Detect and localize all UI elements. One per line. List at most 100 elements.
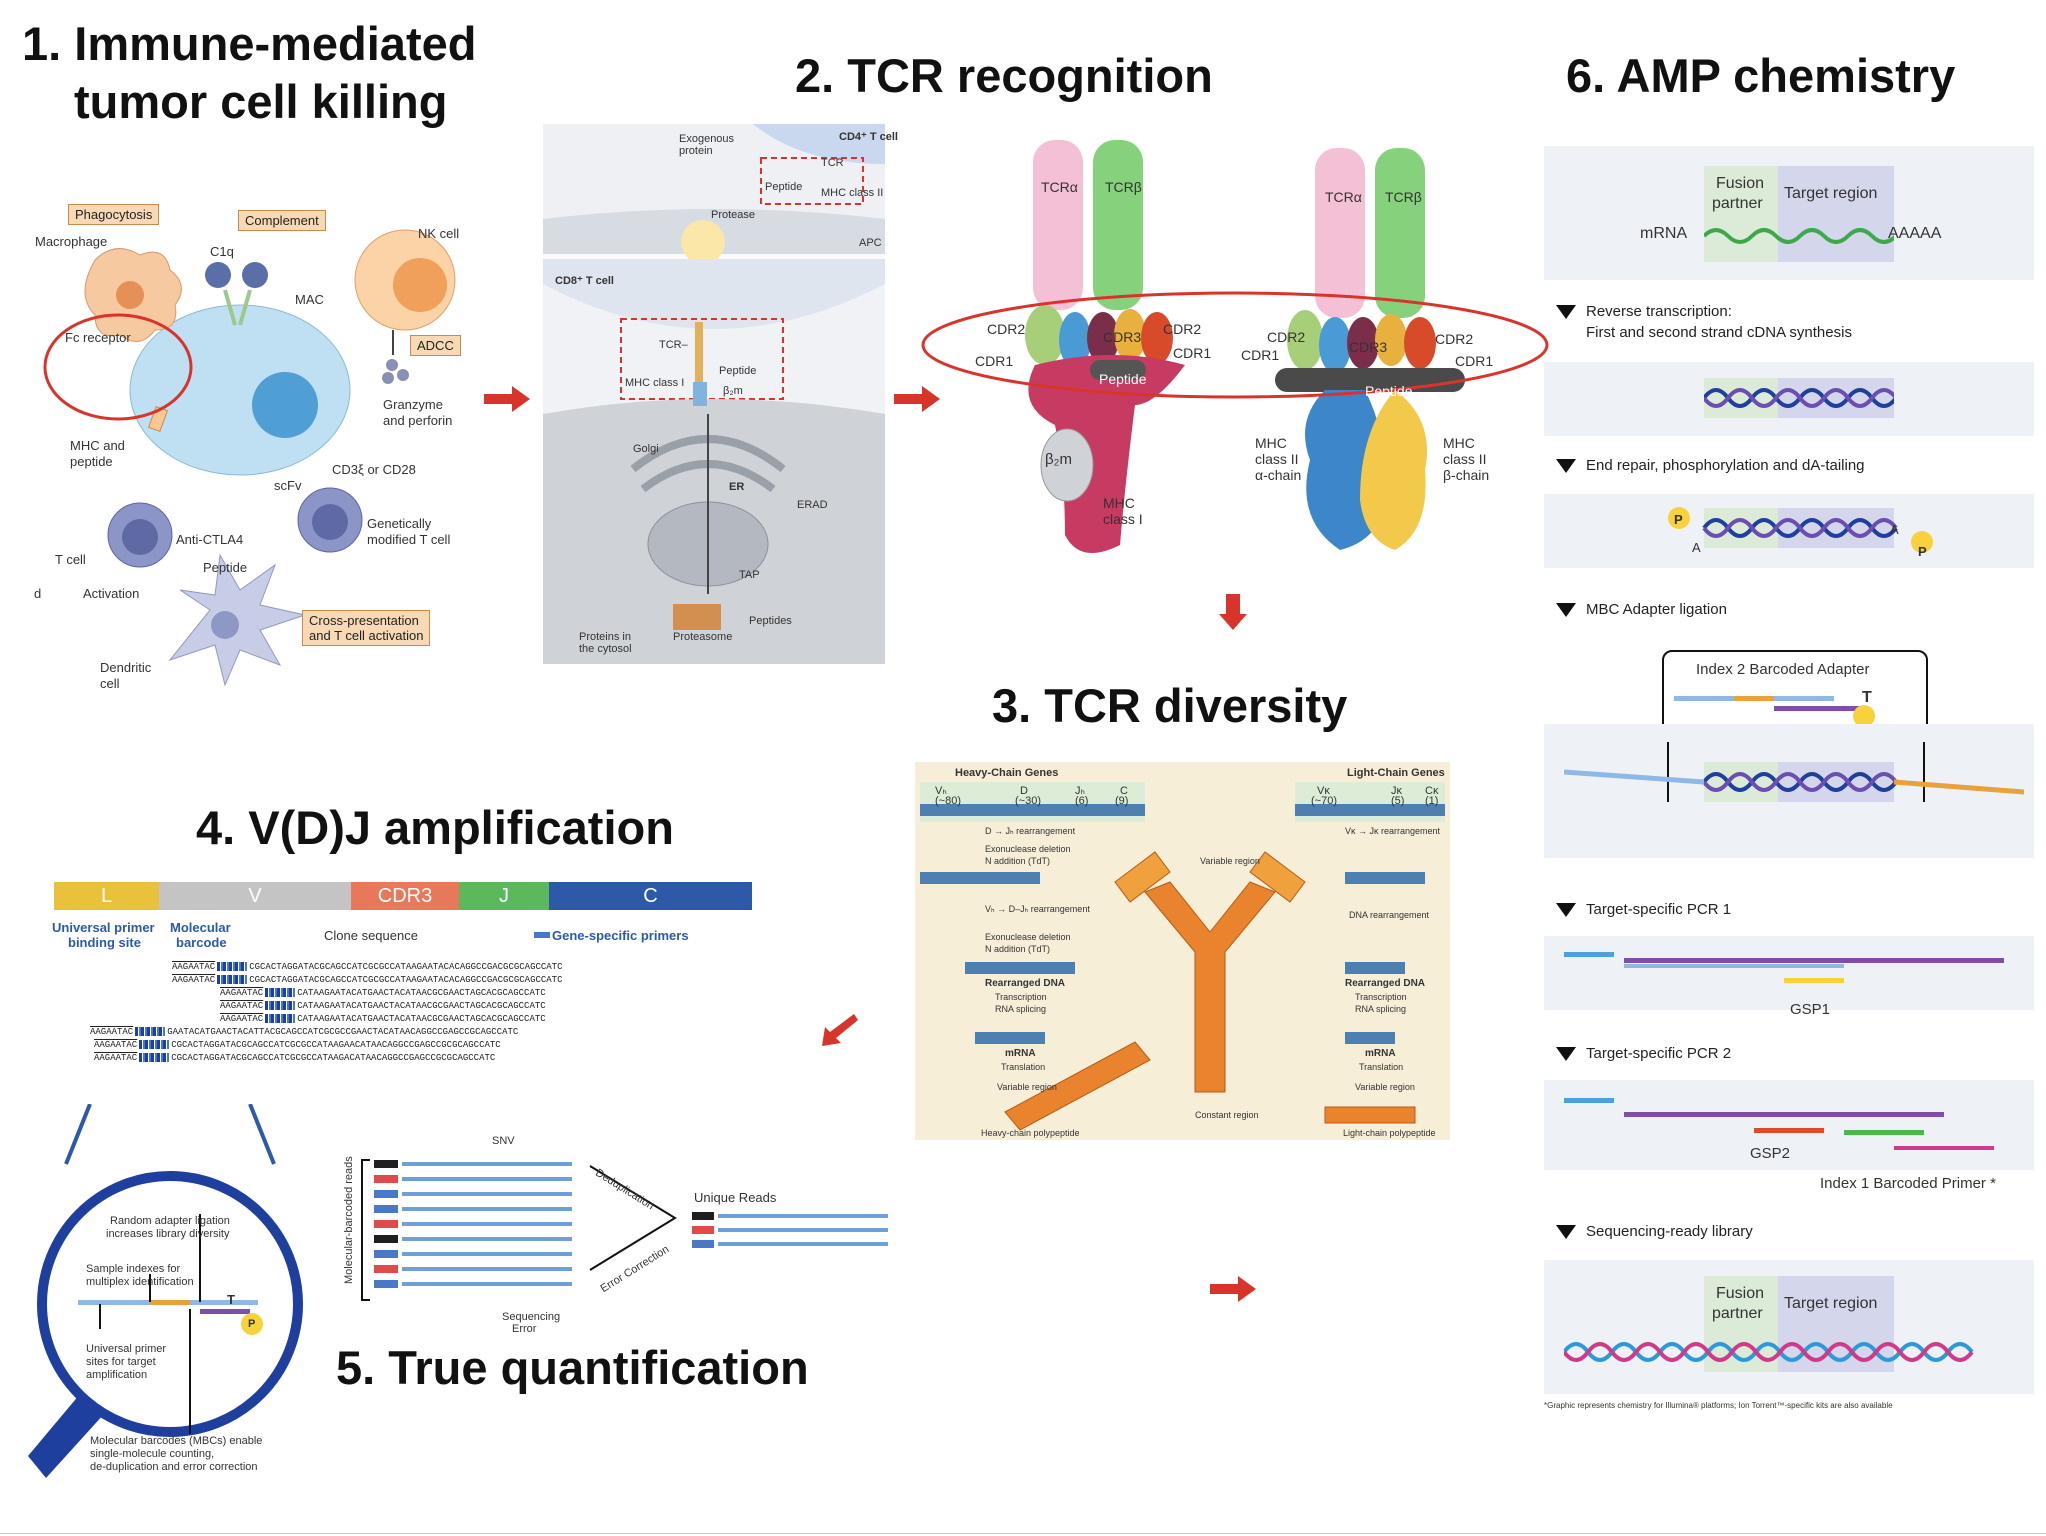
b2m-label: β₂m [723,385,743,397]
step-arrow-icon [1556,305,1576,320]
tcr-icon [695,322,703,382]
random-label-2: increases library diversity [106,1228,230,1240]
cdr-loop [1319,317,1351,373]
d-count: (~30) [1015,795,1041,807]
peptide-label: Peptide [203,560,248,575]
cdr1-label-b: CDR1 [1173,345,1212,361]
light-chain-poly [1324,1106,1416,1124]
variable-region-label: Variable region [997,1082,1057,1092]
read-sequence: CATAAGAATACATGAACTACATAACGCGAACTAGCACGCA… [297,1014,546,1024]
read-sequence: CGCACTAGGATACGCAGCCATCGCGCCATAAGACATAACA… [171,1053,496,1063]
gsp2-label: GSP2 [1750,1145,1791,1162]
tcr-alpha-left [1033,140,1083,310]
sample-label-2: multiplex identification [86,1276,194,1288]
read-prefix: AAGAATAC [220,988,264,998]
random-label-1: Random adapter ligation [110,1215,230,1227]
read-prefix: AAGAATAC [220,1001,264,1011]
tcr-complex-illustration [921,140,1549,553]
c1q-icon [242,262,268,288]
phagocytosis-tag: Phagocytosis [68,204,160,225]
heavy-gene-bar [920,804,1145,816]
gm-label-2: modified T cell [367,532,451,547]
read-row: AAGAATAC CGCACTAGGATACGCAGCCATCGCGCCATAAG… [172,975,562,986]
read-barcode [374,1190,398,1198]
heavy-chain-poly [1004,1041,1151,1131]
red-arrow-3 [1210,1276,1256,1302]
magnifier-p-label: P [248,1318,256,1330]
step-2: End repair, phosphorylation and dA-taili… [1556,456,1865,475]
read-row: AAGAATAC CGCACTAGGATACGCAGCCATCGCGCCATAAG… [172,962,562,973]
red-arrow-diag [822,1014,858,1046]
exogenous-label-2: protein [679,145,713,157]
c1q-icon [205,262,231,288]
light-gene-bar [1295,804,1445,816]
proteins-label-1: Proteins in [579,631,631,643]
peptide-label-left: Peptide [1099,371,1147,387]
mrna-label: mRNA [1005,1048,1036,1059]
read-barcode [374,1175,398,1183]
read-row: AAGAATAC CATAAGAATACATGAACTACATAACGCGAACT… [220,988,546,999]
gsp1-label: GSP1 [1790,1001,1831,1018]
cd3-label: CD3ξ or CD28 [332,462,416,477]
complement-tag: Complement [238,210,326,231]
mhc-label-1: MHC and [70,438,125,453]
fusion-block [1704,166,1778,262]
read-sequence: GAATACATGAACTACATTACGCAGCCATCGCGCCGAACTA… [167,1027,519,1037]
read-sequence: CGCACTAGGATACGCAGCCATCGCGCCATAAGAATACACA… [249,975,563,985]
read-prefix: AAGAATAC [90,1027,134,1037]
read-sequence: CATAAGAATACATGAACTACATAACGCGAACTAGCACGCA… [297,1001,546,1011]
protease-label: Protease [711,209,756,221]
cdr1-label-d: CDR1 [1455,353,1494,369]
step-5-line-1: Target-specific PCR 2 [1586,1045,1732,1062]
mac-label: MAC [295,292,324,307]
clone-sequence-label: Clone sequence [324,928,418,943]
seq-error-label-1: Sequencing [502,1311,561,1323]
title-panel-3: 3. TCR diversity [992,679,1348,732]
step-3: MBC Adapter ligation [1556,600,1727,619]
segment-c: C [549,882,752,910]
read-barcode [374,1235,398,1243]
adapter-t-label: T [1862,689,1872,706]
proteasome-icon [673,604,721,630]
cdr2-label-d: CDR2 [1435,331,1474,347]
mhc2a-label-2: class II [1255,451,1299,467]
t-cell-label: T cell [55,552,86,567]
read-line [402,1267,572,1271]
step-6: Sequencing-ready library [1556,1222,1753,1241]
read-line [402,1177,572,1181]
peptide-label-2: Peptide [719,365,757,377]
granzyme-label-1: Granzyme [383,397,443,412]
gm-label-1: Genetically [367,516,432,531]
mbc-label-3: de-duplication and error correction [90,1461,258,1473]
endrepair-helix [1668,507,1933,553]
panel-antigen-presentation: Exogenous protein CD4⁺ T cell TCR Peptid… [543,124,898,664]
read-barcode [374,1205,398,1213]
fusion-label-1b: Fusion [1716,1285,1765,1302]
tap-label: TAP [739,569,760,581]
rearranged-dna-bar [965,962,1075,974]
nk-nucleus [393,258,447,312]
vh-count: (~80) [935,795,961,807]
mbc-label-1: Molecular barcodes (MBCs) enable [90,1435,263,1447]
heavy-gene-bar-2 [920,872,1040,884]
panel-tcr-complex: TCRα TCRβ TCRα TCRβ CDR2 CDR1 CDR3 CDR2 … [915,140,1555,570]
read-prefix: AAGAATAC [220,1014,264,1024]
tcr-beta-left [1093,140,1143,310]
dna-rearr-label: DNA rearrangement [1349,910,1430,920]
anti-ctla4-label: Anti-CTLA4 [176,532,244,547]
tcr-alpha-label-2: TCRα [1325,189,1362,205]
library-helix [1564,1342,1974,1362]
tcr-beta-label-2: TCRβ [1385,189,1422,205]
bracket [361,1159,370,1301]
light-rearranged-label: Rearranged DNA [1345,978,1426,989]
cdr3-label-c: CDR3 [1349,339,1388,355]
barcode-icon [139,1053,170,1063]
step-left-5: N addition (TdT) [985,944,1051,954]
step-arrow-icon [1556,1047,1576,1062]
macrophage-nucleus [116,281,144,309]
panel-tcr-diversity: Heavy-Chain Genes Light-Chain Genes Vₕ (… [915,762,1450,1140]
target-block [1778,166,1894,262]
fc-receptor-label: Fc receptor [65,330,131,345]
cd8-cell [543,259,885,329]
universal-label-2: sites for target [86,1356,156,1368]
